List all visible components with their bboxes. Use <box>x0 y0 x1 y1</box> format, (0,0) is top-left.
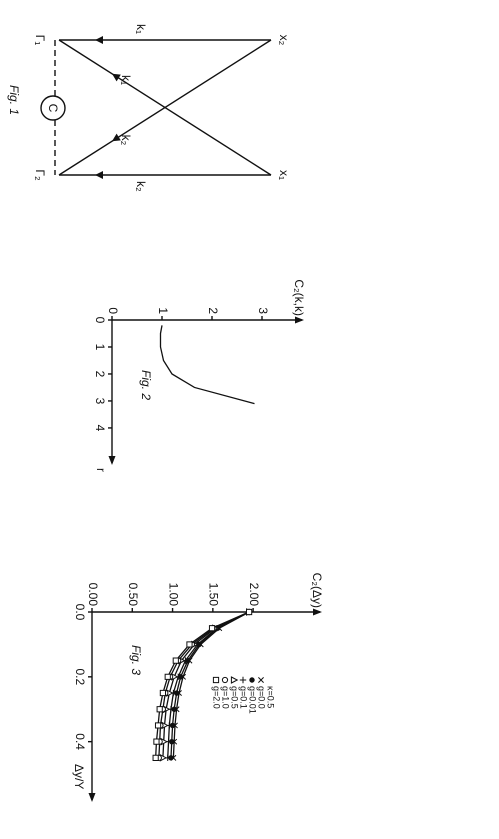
x-tick-label: 0.0 <box>73 604 87 621</box>
x-axis-arrow <box>88 793 96 802</box>
y-tick-label: 1.50 <box>207 583 221 607</box>
curve <box>162 611 250 758</box>
edge-label: k₁ <box>119 75 133 85</box>
legend-marker <box>221 676 229 684</box>
edge-label: k₁ <box>134 24 148 34</box>
arrowhead <box>112 133 121 142</box>
legend-marker <box>230 676 239 684</box>
y-tick-label: 3 <box>256 307 270 314</box>
curve <box>170 611 250 758</box>
x-tick-label: 2 <box>93 371 107 378</box>
legend-label: g=0.0 <box>257 686 267 709</box>
point-marker <box>169 738 175 745</box>
point-marker <box>164 673 171 680</box>
x-axis-arrow <box>108 456 116 465</box>
point-marker <box>154 722 162 729</box>
x-axis-title: Δy/Y <box>72 764 86 789</box>
edge <box>58 39 272 176</box>
curve <box>167 611 250 758</box>
legend-label: g=0.1 <box>239 686 249 709</box>
point-marker <box>152 754 159 761</box>
y-tick-label: 1 <box>156 307 170 314</box>
caption: Fig. 3 <box>129 645 143 675</box>
caption: Fig. 1 <box>7 85 21 115</box>
y-axis-arrow <box>295 316 304 324</box>
curve <box>172 611 250 758</box>
point-marker <box>169 722 176 729</box>
center-label: C <box>46 104 60 113</box>
x-tick-label: 4 <box>93 425 107 432</box>
caption: Fig. 2 <box>139 370 153 400</box>
x-tick-label: 3 <box>93 398 107 405</box>
node-label: x₁ <box>277 170 291 180</box>
y-tick-label: 0 <box>106 307 120 314</box>
y-axis-title: C₂(k,k) <box>292 279 306 316</box>
y-axis-arrow <box>313 608 322 616</box>
y-tick-label: 2.00 <box>247 583 261 607</box>
point-marker <box>246 608 253 616</box>
edge-label: k₂ <box>119 135 133 146</box>
curve <box>154 611 250 758</box>
point-marker <box>173 690 180 696</box>
x-tick-label: 0.2 <box>73 668 87 685</box>
legend-marker <box>258 677 264 683</box>
legend-label: g=2.0 <box>212 686 222 709</box>
legend-marker <box>212 676 220 684</box>
legend-label: g=0.01 <box>248 686 258 714</box>
node-label: x₂ <box>277 35 291 46</box>
rotated-page: C x₁ x₂ Γ₁ Γ₂ k₁ k₂ k₁ k₂ Fig. 1 0 1 2 3 4 0 1… <box>7 24 324 802</box>
curve <box>159 325 255 405</box>
figure-1: C x₁ x₂ Γ₁ Γ₂ k₁ k₂ k₁ k₂ Fig. 1 <box>7 24 291 192</box>
x-tick-label: 1 <box>93 344 107 351</box>
x-tick-label: 0 <box>93 317 107 324</box>
legend-title: κ=0.5 <box>266 686 276 708</box>
arrowhead <box>112 73 121 82</box>
point-marker <box>171 706 177 712</box>
x-tick-label: 0.4 <box>73 733 87 750</box>
center-circle <box>40 95 66 121</box>
x-axis-title: r <box>94 468 108 472</box>
point-marker <box>153 738 160 745</box>
point-marker <box>156 706 163 713</box>
y-tick-label: 0.00 <box>86 583 100 607</box>
y-axis-title: C₂(Δy) <box>310 573 324 608</box>
point-marker <box>168 755 174 761</box>
y-tick-label: 2 <box>206 307 220 314</box>
legend-marker <box>249 677 255 683</box>
legend-label: g=0.5 <box>230 686 240 709</box>
node-label: Γ₁ <box>33 35 47 46</box>
legend-label: g=1.0 <box>221 686 231 709</box>
point-marker <box>159 689 166 697</box>
point-marker <box>172 657 179 664</box>
legend-marker <box>239 676 247 684</box>
y-tick-label: 1.00 <box>166 583 180 607</box>
node-label: Γ₂ <box>33 169 47 181</box>
arrowhead <box>95 36 103 44</box>
arrowhead <box>95 171 103 179</box>
curve <box>158 611 250 758</box>
point-marker <box>208 625 216 632</box>
y-tick-label: 0.50 <box>126 583 140 607</box>
edge-label: k₂ <box>134 181 148 192</box>
point-marker <box>186 641 193 648</box>
